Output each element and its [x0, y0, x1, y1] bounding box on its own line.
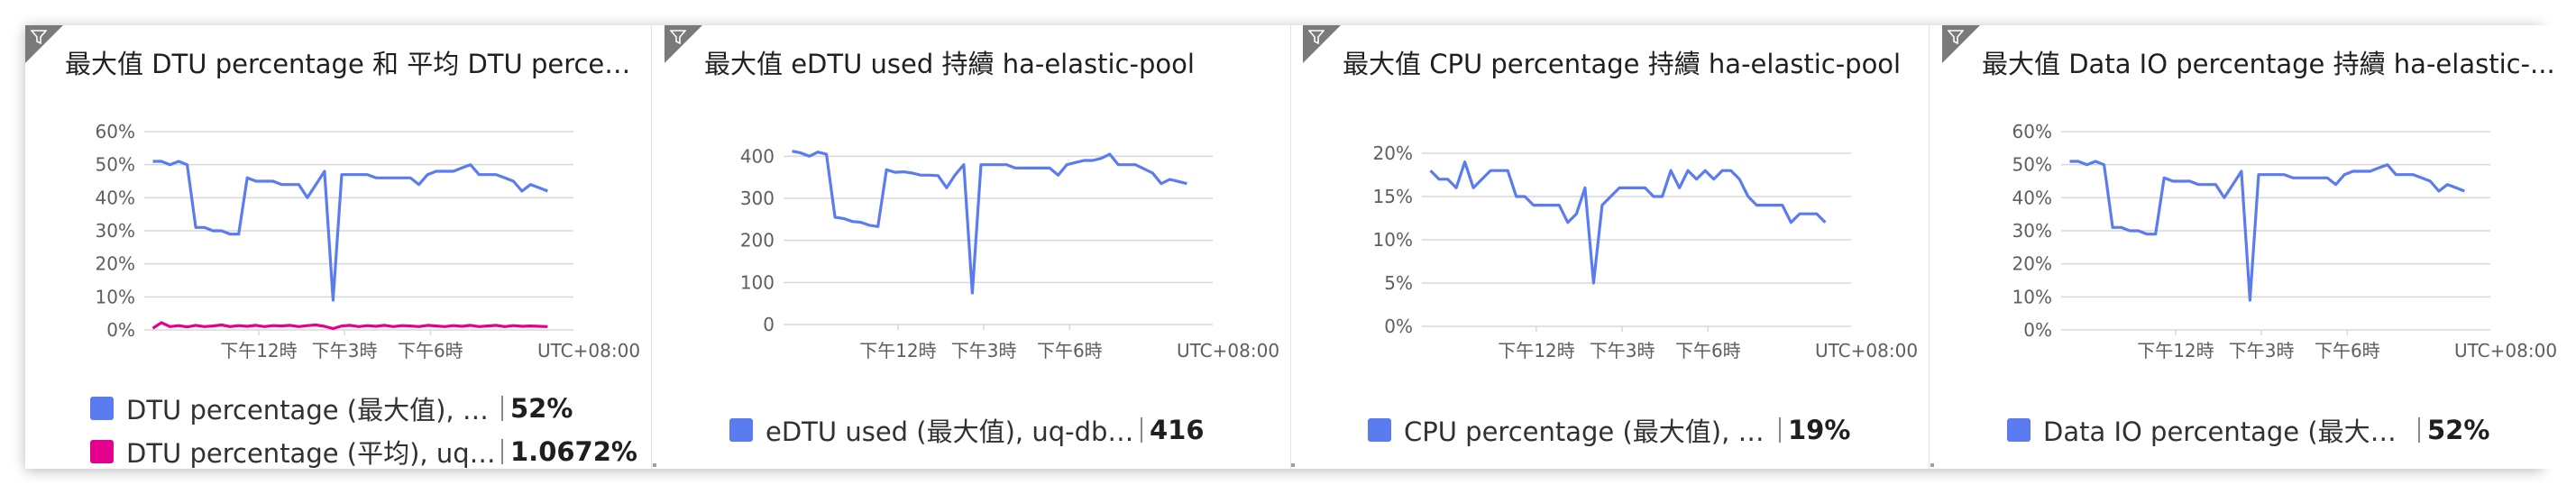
- legend-series-name: Data IO percentage (最大值), u...: [2043, 411, 2416, 449]
- x-tick-label: 下午3時: [951, 340, 1017, 361]
- legend-swatch: [1368, 418, 1391, 442]
- tile-resize-handle[interactable]: [1930, 463, 1934, 467]
- legend-series-name: DTU percentage (平均), uq-...: [126, 433, 500, 471]
- y-tick-label: 15%: [1373, 186, 1413, 207]
- legend-swatch: [729, 418, 753, 442]
- tile-title: 最大值 Data IO percentage 持續 ha-elastic-...: [1982, 43, 2559, 81]
- timezone-label: UTC+08:00: [1177, 340, 1279, 361]
- y-tick-label: 30%: [96, 220, 135, 242]
- x-tick-label: 下午3時: [312, 340, 378, 361]
- tile-title: 最大值 CPU percentage 持續 ha-elastic-pool: [1343, 43, 1920, 81]
- y-tick-label: 400: [740, 145, 775, 167]
- y-tick-label: 5%: [1384, 272, 1413, 294]
- y-tick-label: 40%: [96, 187, 135, 208]
- y-tick-label: 50%: [96, 154, 135, 176]
- tile-title: 最大值 eDTU used 持續 ha-elastic-pool: [704, 43, 1281, 81]
- y-tick-label: 100: [740, 271, 775, 293]
- y-tick-label: 0%: [2023, 319, 2052, 341]
- line-chart[interactable]: 0 100 200 300 400 下午12時 下午3時 下午6時 UTC+08:00: [665, 97, 1290, 368]
- y-tick-label: 50%: [2012, 154, 2052, 176]
- y-tick-label: 300: [740, 188, 775, 209]
- x-tick-label: 下午12時: [859, 340, 936, 361]
- line-chart[interactable]: 0% 10% 20% 30% 40% 50% 60% 下午12時 下午3時 下午6時 UTC+08:…: [25, 97, 651, 368]
- x-tick-label: 下午6時: [2315, 340, 2380, 361]
- legend-series-value: 52%: [2427, 415, 2489, 445]
- y-tick-label: 0%: [106, 319, 135, 341]
- legend-series-value: 19%: [1788, 415, 1850, 445]
- line-chart[interactable]: 0% 5% 10% 15% 20% 下午12時 下午3時 下午6時 UTC+08:00: [1303, 97, 1929, 368]
- x-tick-label: 下午6時: [1675, 340, 1741, 361]
- filter-icon[interactable]: [1308, 29, 1325, 45]
- y-tick-label: 60%: [2012, 121, 2052, 142]
- x-tick-label: 下午12時: [1498, 340, 1574, 361]
- filter-icon[interactable]: [670, 29, 686, 45]
- timezone-label: UTC+08:00: [1815, 340, 1918, 361]
- y-tick-label: 20%: [2012, 253, 2052, 275]
- series-line[interactable]: [793, 151, 1187, 293]
- x-tick-label: 下午12時: [2137, 340, 2214, 361]
- y-tick-label: 10%: [2012, 286, 2052, 307]
- legend-series-name: CPU percentage (最大值), uq-d...: [1404, 411, 1777, 449]
- legend-series-value: 416: [1150, 415, 1205, 445]
- timezone-label: UTC+08:00: [2454, 340, 2557, 361]
- series-line[interactable]: [1431, 162, 1826, 283]
- series-line[interactable]: [153, 323, 548, 329]
- legend-divider: [2418, 417, 2420, 443]
- y-tick-label: 20%: [96, 253, 135, 275]
- legend-item-edtu-max[interactable]: eDTU used (最大值), uq-db1-v... 416: [729, 411, 1205, 449]
- legend-item-dtu-max[interactable]: DTU percentage (最大值), uq-d... 52%: [90, 389, 573, 427]
- timezone-label: UTC+08:00: [537, 340, 640, 361]
- legend-swatch: [90, 440, 114, 463]
- y-tick-label: 0%: [1384, 316, 1413, 337]
- y-tick-label: 200: [740, 230, 775, 252]
- legend-item-cpu-max[interactable]: CPU percentage (最大值), uq-d... 19%: [1368, 411, 1850, 449]
- x-tick-label: 下午3時: [2229, 340, 2295, 361]
- y-tick-label: 60%: [96, 121, 135, 142]
- chart-tile-cpu-percentage[interactable]: 最大值 CPU percentage 持續 ha-elastic-pool 0%…: [1303, 25, 1930, 469]
- line-chart[interactable]: 0% 10% 20% 30% 40% 50% 60% 下午12時 下午3時 下午6時 UTC+08:…: [1942, 97, 2568, 368]
- legend-swatch: [2007, 418, 2031, 442]
- legend-swatch: [90, 397, 114, 420]
- filter-icon[interactable]: [31, 29, 47, 45]
- legend-divider: [1141, 417, 1142, 443]
- legend-divider: [501, 396, 503, 421]
- chart-tile-dtu-percentage[interactable]: 最大值 DTU percentage 和 平均 DTU percen... 0%…: [25, 25, 652, 469]
- tile-title: 最大值 DTU percentage 和 平均 DTU percen...: [65, 43, 642, 81]
- legend-series-value: 52%: [510, 393, 573, 424]
- filter-icon[interactable]: [1948, 29, 1964, 45]
- y-tick-label: 10%: [96, 286, 135, 307]
- legend-series-value: 1.0672%: [510, 436, 637, 467]
- chart-tile-data-io-percentage[interactable]: 最大值 Data IO percentage 持續 ha-elastic-...…: [1942, 25, 2568, 469]
- y-tick-label: 10%: [1373, 229, 1413, 251]
- legend-item-dtu-avg[interactable]: DTU percentage (平均), uq-... 1.0672%: [90, 433, 637, 471]
- x-tick-label: 下午6時: [1037, 340, 1103, 361]
- y-tick-label: 20%: [1373, 142, 1413, 164]
- legend-series-name: eDTU used (最大值), uq-db1-v...: [765, 411, 1139, 449]
- x-tick-label: 下午12時: [220, 340, 297, 361]
- x-tick-label: 下午3時: [1590, 340, 1655, 361]
- tile-resize-handle[interactable]: [653, 463, 656, 467]
- y-tick-label: 30%: [2012, 220, 2052, 242]
- y-tick-label: 0: [763, 314, 775, 335]
- x-tick-label: 下午6時: [398, 340, 463, 361]
- y-tick-label: 40%: [2012, 187, 2052, 208]
- legend-divider: [1779, 417, 1781, 443]
- tile-resize-handle[interactable]: [1291, 463, 1295, 467]
- legend-item-data-io-max[interactable]: Data IO percentage (最大值), u... 52%: [2007, 411, 2489, 449]
- chart-tile-edtu-used[interactable]: 最大值 eDTU used 持續 ha-elastic-pool 0 100 200…: [665, 25, 1291, 469]
- legend-series-name: DTU percentage (最大值), uq-d...: [126, 389, 500, 427]
- legend-divider: [501, 439, 503, 464]
